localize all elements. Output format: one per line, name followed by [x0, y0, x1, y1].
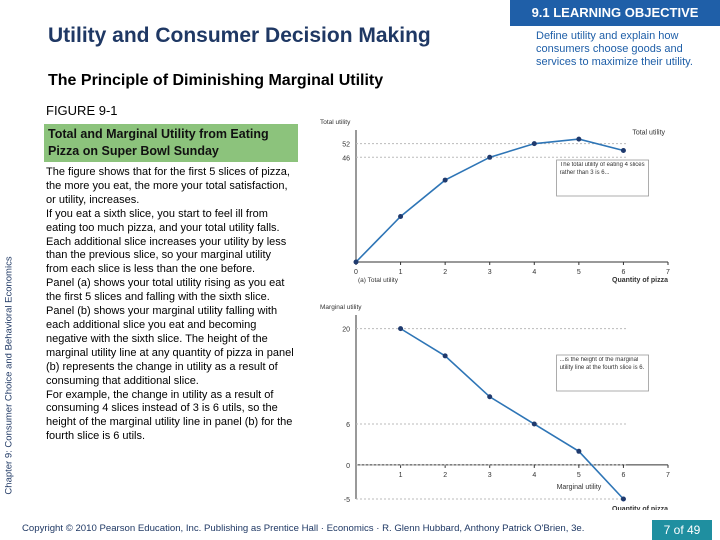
x-tick-label: 5	[577, 472, 581, 479]
data-point	[353, 259, 359, 265]
page-number: 7 of 49	[652, 520, 712, 540]
data-point	[442, 177, 448, 183]
figure-caption: Total and Marginal Utility from Eating P…	[44, 124, 298, 162]
x-tick-label: 7	[666, 472, 670, 479]
y-axis-label: Marginal utility	[320, 304, 362, 311]
panel-title: (a) Total utility	[358, 277, 399, 284]
data-point	[531, 421, 537, 427]
x-tick-label: 2	[443, 472, 447, 479]
curve-label: Total utility	[632, 129, 665, 136]
x-tick-label: 6	[621, 269, 625, 276]
annotation-holder: The total utility of eating 4 slices rat…	[559, 162, 645, 176]
y-tick-label: 20	[342, 327, 350, 334]
objective-text: Define utility and explain how consumers…	[536, 30, 693, 68]
objective-label: 9.1 LEARNING OBJECTIVE	[510, 0, 720, 26]
x-tick-label: 3	[488, 269, 492, 276]
annotation-holder: ...is the height of the marginal utility…	[559, 357, 645, 371]
data-point	[620, 147, 626, 153]
curve-label: Marginal utility	[557, 484, 602, 491]
y-axis-label: Total utility	[320, 119, 351, 126]
body-paragraph: The figure shows that for the first 5 sl…	[46, 166, 290, 206]
x-tick-label: 5	[577, 269, 581, 276]
figure-number: FIGURE 9-1	[46, 103, 118, 118]
side-label: Chapter 9: Consumer Choice and Behaviora…	[3, 256, 15, 495]
body-paragraph: Panel (b) shows your marginal utility fa…	[46, 305, 294, 387]
body-text: The figure shows that for the first 5 sl…	[46, 166, 294, 444]
data-point	[442, 353, 448, 359]
annotation-box	[556, 354, 649, 392]
x-tick-label: 4	[532, 472, 536, 479]
x-axis-label: Quantity of pizza	[612, 506, 668, 510]
x-tick-label: 7	[666, 269, 670, 276]
annotation: The total utility of eating 4 slices rat…	[559, 162, 645, 176]
annotation: ...is the height of the marginal utility…	[559, 357, 645, 371]
annotation-box	[556, 159, 649, 197]
x-axis-label: Quantity of pizza	[612, 277, 668, 284]
x-tick-label: 3	[488, 472, 492, 479]
x-tick-label: 2	[443, 269, 447, 276]
data-point	[398, 213, 404, 219]
data-point	[576, 136, 582, 142]
y-tick-label: 0	[346, 463, 350, 470]
copyright: Copyright © 2010 Pearson Education, Inc.…	[22, 523, 585, 534]
slide-title: Utility and Consumer Decision Making	[48, 24, 431, 47]
x-tick-label: 1	[399, 269, 403, 276]
subtitle: The Principle of Diminishing Marginal Ut…	[48, 72, 384, 89]
data-point	[398, 326, 404, 332]
data-point	[576, 448, 582, 454]
y-tick-label: 6	[346, 422, 350, 429]
y-tick-label: -5	[344, 497, 350, 504]
data-point	[531, 141, 537, 147]
x-tick-label: 0	[354, 269, 358, 276]
body-paragraph: Panel (a) shows your total utility risin…	[46, 277, 285, 304]
data-point	[487, 154, 493, 160]
x-tick-label: 6	[621, 472, 625, 479]
utility-line	[400, 327, 625, 500]
y-tick-label: 46	[342, 155, 350, 162]
data-point	[620, 496, 626, 502]
body-paragraph: For example, the change in utility as a …	[46, 388, 293, 443]
body-paragraph: If you eat a sixth slice, you start to f…	[46, 207, 287, 276]
x-tick-label: 4	[532, 269, 536, 276]
data-point	[487, 394, 493, 400]
x-tick-label: 1	[399, 472, 403, 479]
y-tick-label: 52	[342, 142, 350, 149]
